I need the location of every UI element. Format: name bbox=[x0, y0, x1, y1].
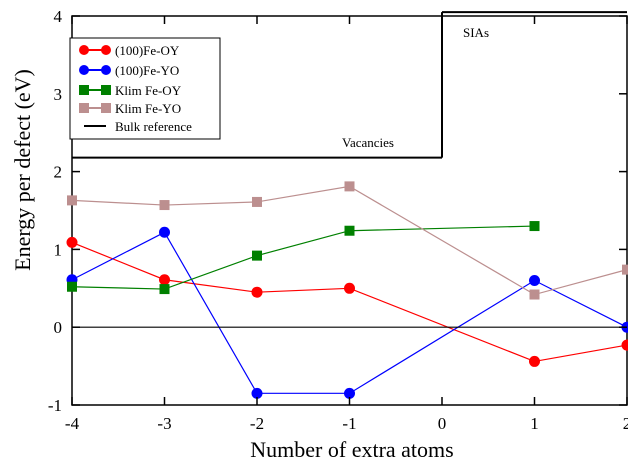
legend-box bbox=[69, 37, 221, 140]
data-point-3 bbox=[252, 196, 262, 207]
legend-swatch-marker bbox=[101, 45, 111, 55]
annotation-vacancies: Vacancies bbox=[342, 135, 394, 150]
series-layer bbox=[66, 181, 628, 399]
legend-swatch-marker bbox=[101, 65, 111, 75]
data-point-3 bbox=[622, 264, 628, 275]
data-point-3 bbox=[159, 200, 170, 211]
data-point-0 bbox=[344, 282, 355, 294]
axis-ticks: -4 -3 -2 -1 0 1 2 -1 0 1 2 3 4 bbox=[48, 7, 628, 433]
y-tick-label: 2 bbox=[54, 163, 63, 182]
legend-label-fe-oy-100: (100)Fe-OY bbox=[115, 43, 180, 58]
x-tick-label: 2 bbox=[623, 414, 628, 433]
legend-swatch-marker bbox=[79, 85, 89, 95]
annotation-sias: SIAs bbox=[463, 25, 489, 40]
x-axis-title: Number of extra atoms bbox=[250, 437, 453, 462]
data-point-2 bbox=[67, 281, 77, 292]
legend-swatch-marker bbox=[101, 85, 111, 95]
legend-label-bulk-reference: Bulk reference bbox=[115, 119, 192, 134]
y-axis-title: Energy per defect (eV) bbox=[10, 69, 35, 271]
data-point-2 bbox=[344, 225, 355, 236]
data-point-2 bbox=[529, 221, 540, 232]
x-tick-label: -4 bbox=[65, 414, 80, 433]
legend-label-klim-fe-oy: Klim Fe-OY bbox=[115, 83, 182, 98]
x-tick-label: -3 bbox=[157, 414, 171, 433]
y-tick-label: -1 bbox=[48, 396, 62, 415]
data-point-1 bbox=[251, 387, 263, 399]
data-point-1 bbox=[529, 275, 540, 287]
series-line-0 bbox=[71, 241, 628, 363]
legend-swatch-marker bbox=[79, 65, 89, 75]
data-point-1 bbox=[344, 387, 355, 399]
legend-swatch-marker bbox=[79, 103, 89, 113]
y-tick-label: 1 bbox=[54, 240, 63, 259]
data-point-0 bbox=[251, 286, 263, 298]
legend-label-fe-yo-100: (100)Fe-YO bbox=[115, 63, 179, 78]
x-tick-label: 1 bbox=[530, 414, 539, 433]
data-point-2 bbox=[252, 250, 262, 261]
y-tick-label: 4 bbox=[54, 7, 63, 26]
x-tick-label: 0 bbox=[438, 414, 447, 433]
y-tick-label: 3 bbox=[54, 85, 63, 104]
data-point-2 bbox=[159, 284, 170, 295]
series-line-3 bbox=[71, 185, 628, 296]
legend-label-klim-fe-yo: Klim Fe-YO bbox=[115, 101, 181, 116]
annotation-layer: SIAs Vacancies bbox=[72, 11, 627, 159]
x-tick-label: -1 bbox=[342, 414, 356, 433]
data-point-3 bbox=[344, 181, 355, 192]
legend-swatches bbox=[79, 45, 111, 127]
series-line-2 bbox=[71, 225, 535, 290]
legend-swatch-marker bbox=[79, 45, 89, 55]
data-point-1 bbox=[159, 226, 170, 238]
data-point-0 bbox=[66, 236, 78, 248]
y-tick-label: 0 bbox=[54, 318, 63, 337]
x-tick-label: -2 bbox=[250, 414, 264, 433]
data-point-0 bbox=[621, 339, 628, 351]
data-point-3 bbox=[529, 289, 540, 300]
data-point-0 bbox=[529, 355, 540, 367]
data-point-0 bbox=[159, 274, 170, 286]
legend-swatch-marker bbox=[101, 103, 111, 113]
data-point-3 bbox=[67, 195, 77, 206]
legend: (100)Fe-OY (100)Fe-YO Klim Fe-OY Klim Fe… bbox=[69, 37, 221, 140]
series-line-1 bbox=[71, 231, 628, 394]
